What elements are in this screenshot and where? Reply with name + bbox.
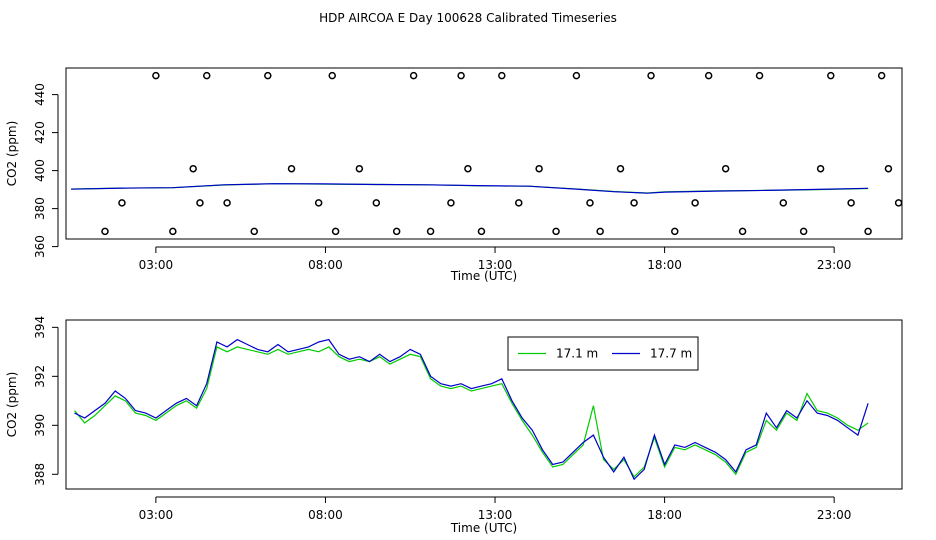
reference-point bbox=[287, 164, 296, 173]
reference-point bbox=[426, 227, 435, 236]
y-axis-label: CO2 (ppm) bbox=[5, 372, 19, 438]
reference-point bbox=[671, 227, 679, 236]
reference-point bbox=[409, 71, 418, 80]
reference-point bbox=[189, 164, 197, 173]
y-axis-label: CO2 (ppm) bbox=[5, 121, 19, 187]
reference-point bbox=[331, 227, 340, 236]
reference-point bbox=[847, 199, 855, 207]
x-tick-label: 18:00 bbox=[647, 508, 682, 522]
reference-point bbox=[779, 199, 788, 207]
reference-point bbox=[202, 71, 211, 80]
legend-label: 17.7 m bbox=[650, 347, 692, 361]
x-tick-label: 03:00 bbox=[139, 508, 174, 522]
reference-point bbox=[152, 71, 160, 80]
reference-point bbox=[477, 227, 486, 236]
bottom-panel: 03:00 08:00 13:00 18:00 23:00 388 390 392 394 Tim… bbox=[5, 316, 903, 535]
reference-point bbox=[447, 199, 455, 207]
reference-point bbox=[223, 199, 231, 207]
reference-point bbox=[923, 200, 929, 206]
plot-frame bbox=[65, 67, 903, 240]
y-tick-label: 380 bbox=[33, 197, 47, 220]
reference-point bbox=[864, 227, 872, 236]
reference-point bbox=[901, 229, 902, 233]
series-line-17-1-m bbox=[74, 346, 869, 478]
reference-point bbox=[355, 164, 364, 173]
y-tick-label: 388 bbox=[33, 463, 47, 486]
x-tick-label: 18:00 bbox=[647, 258, 682, 272]
x-axis-label: Time (UTC) bbox=[450, 521, 517, 535]
reference-point bbox=[704, 71, 713, 80]
y-tick-label: 400 bbox=[33, 159, 47, 182]
x-tick-label: 13:00 bbox=[478, 258, 513, 272]
reference-point bbox=[755, 71, 764, 80]
x-tick-label: 08:00 bbox=[308, 508, 343, 522]
reference-point bbox=[799, 227, 808, 236]
reference-point bbox=[372, 199, 381, 207]
x-axis-label: Time (UTC) bbox=[450, 269, 517, 283]
reference-point bbox=[916, 166, 922, 172]
x-tick-label: 03:00 bbox=[139, 258, 174, 272]
reference-point bbox=[552, 227, 560, 236]
reference-point bbox=[264, 71, 272, 80]
legend-label: 17.1 m bbox=[556, 347, 598, 361]
reference-point bbox=[250, 227, 258, 236]
reference-point bbox=[464, 164, 472, 173]
reference-point bbox=[616, 164, 625, 173]
y-tick-label: 420 bbox=[33, 121, 47, 144]
reference-point bbox=[884, 164, 893, 173]
y-tick-label: 392 bbox=[33, 365, 47, 388]
legend: 17.1 m 17.7 m bbox=[507, 336, 699, 371]
x-tick-label: 08:00 bbox=[308, 258, 343, 272]
reference-point bbox=[457, 71, 465, 80]
figure-title: HDP AIRCOA E Day 100628 Calibrated Times… bbox=[319, 11, 617, 25]
reference-point bbox=[498, 71, 506, 80]
top-panel: 03:00 08:00 13:00 18:00 23:00 360 380 400 420 440… bbox=[5, 67, 929, 283]
reference-point bbox=[101, 227, 109, 236]
reference-point bbox=[827, 71, 835, 80]
reference-point bbox=[169, 227, 177, 236]
reference-point bbox=[586, 199, 594, 207]
plot-frame bbox=[65, 319, 903, 490]
series-line-17-7-m bbox=[71, 183, 869, 194]
y-tick-label: 394 bbox=[33, 316, 47, 339]
y-tick-label: 440 bbox=[33, 83, 47, 106]
plot-area bbox=[71, 71, 929, 236]
x-tick-label: 13:00 bbox=[478, 508, 513, 522]
reference-point bbox=[816, 164, 825, 173]
reference-point bbox=[877, 71, 886, 80]
reference-point bbox=[721, 164, 730, 173]
reference-point bbox=[572, 71, 581, 80]
y-tick-label: 360 bbox=[33, 235, 47, 258]
x-tick-label: 23:00 bbox=[817, 508, 852, 522]
series-line-17-7-m bbox=[74, 338, 869, 481]
reference-point bbox=[596, 227, 604, 236]
reference-point bbox=[691, 199, 699, 207]
reference-point bbox=[738, 227, 747, 236]
reference-point bbox=[328, 71, 336, 80]
plot-area bbox=[74, 338, 869, 481]
reference-point bbox=[894, 199, 902, 207]
y-tick-label: 390 bbox=[33, 414, 47, 437]
reference-point bbox=[392, 227, 401, 236]
reference-point bbox=[535, 164, 543, 173]
reference-point bbox=[647, 71, 655, 80]
reference-point bbox=[314, 199, 323, 207]
reference-point bbox=[515, 199, 523, 207]
reference-point bbox=[196, 199, 204, 207]
reference-point bbox=[630, 199, 638, 207]
reference-point bbox=[909, 73, 915, 79]
reference-point bbox=[118, 199, 126, 207]
x-tick-label: 23:00 bbox=[817, 258, 852, 272]
